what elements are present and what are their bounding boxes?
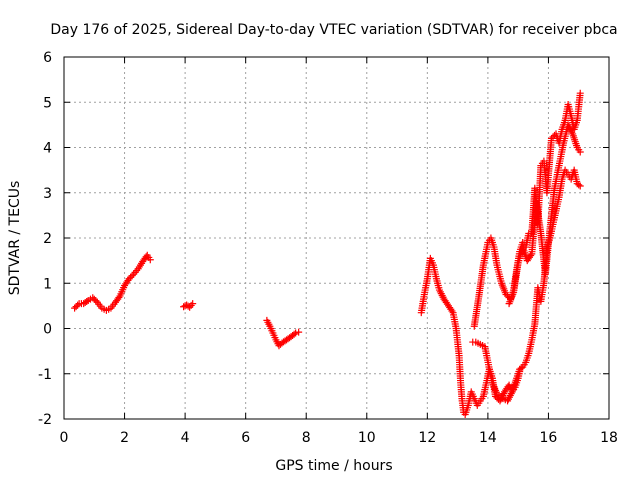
y-tick-label: 3	[43, 186, 52, 202]
y-axis-label: SDTVAR / TECUs	[7, 181, 23, 296]
x-tick-label: 18	[600, 430, 618, 446]
data-point	[576, 148, 584, 156]
y-tick-label: 0	[43, 322, 52, 338]
y-tick-label: 4	[43, 141, 52, 157]
x-axis-label: GPS time / hours	[275, 458, 392, 474]
y-tick-label: 6	[43, 50, 52, 66]
data-point-dense	[448, 307, 456, 315]
y-tick-label: 5	[43, 95, 52, 111]
data-point-dense	[83, 298, 91, 306]
data-point-dense	[128, 272, 136, 280]
data-points	[71, 89, 584, 418]
data-point-dense	[72, 303, 80, 311]
series-segment-1	[71, 251, 154, 314]
x-tick-label: 16	[540, 430, 558, 446]
data-point	[576, 89, 584, 97]
series-segment-3	[263, 316, 303, 350]
x-tick-label: 4	[181, 430, 190, 446]
data-point	[71, 304, 79, 312]
data-point-dense	[115, 294, 123, 302]
data-point	[502, 291, 510, 299]
data-point-dense	[575, 181, 583, 189]
data-point	[547, 134, 555, 142]
y-tick-label: 1	[43, 276, 52, 292]
y-tick-labels: -2 -1 0 1 2 3 4 5 6	[38, 50, 52, 428]
x-tick-label: 14	[479, 430, 497, 446]
data-point	[146, 256, 154, 264]
data-point-dense	[549, 133, 557, 141]
gridlines	[64, 57, 609, 419]
y-tick-label: -2	[38, 412, 52, 428]
series-segment-7	[505, 121, 584, 308]
data-point-dense	[90, 295, 98, 303]
data-point	[125, 275, 133, 283]
y-tick-label: 2	[43, 231, 52, 247]
data-point	[189, 300, 197, 308]
data-point-dense	[184, 302, 192, 310]
y-tick-label: -1	[38, 367, 52, 383]
data-point	[89, 294, 97, 302]
series-segment-2	[180, 300, 197, 311]
data-point-dense	[74, 301, 82, 309]
axis-ticks	[63, 56, 610, 420]
x-tick-label: 0	[60, 430, 69, 446]
x-tick-label: 10	[358, 430, 376, 446]
x-tick-label: 6	[241, 430, 250, 446]
data-point	[292, 329, 300, 337]
chart-title: Day 176 of 2025, Sidereal Day-to-day VTE…	[50, 22, 617, 38]
data-point-dense	[517, 364, 525, 372]
data-point-dense	[127, 273, 135, 281]
data-point-dense	[92, 297, 100, 305]
data-point	[576, 182, 584, 190]
x-tick-labels: 0 2 4 6 8 10 12 14 16 18	[60, 430, 618, 446]
x-tick-label: 8	[302, 430, 311, 446]
data-point-dense	[290, 330, 298, 338]
data-point	[295, 328, 303, 336]
x-tick-label: 12	[418, 430, 436, 446]
data-point-dense	[527, 252, 535, 260]
x-tick-label: 2	[120, 430, 129, 446]
